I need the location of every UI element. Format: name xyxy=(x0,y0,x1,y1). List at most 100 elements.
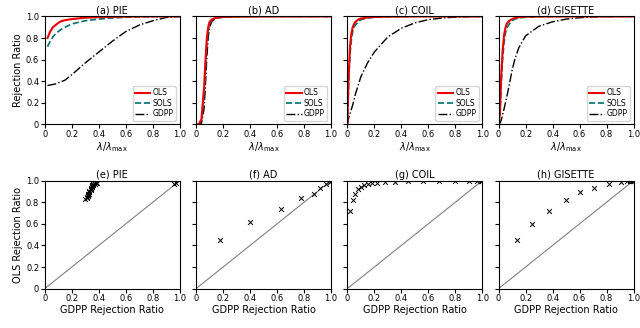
GDPP xyxy=(260,14,268,18)
Title: (d) GISETTE: (d) GISETTE xyxy=(538,6,595,16)
Point xyxy=(171,180,181,185)
GDPP xyxy=(351,92,359,96)
Point xyxy=(362,181,372,187)
GDPP xyxy=(204,36,212,40)
OLS xyxy=(200,85,208,89)
Point xyxy=(589,186,600,191)
OLS xyxy=(57,19,65,23)
GDPP xyxy=(49,82,57,86)
Point xyxy=(356,184,366,190)
SOLS xyxy=(203,41,211,45)
SOLS xyxy=(192,122,200,126)
SOLS xyxy=(506,22,513,26)
Point xyxy=(88,181,99,187)
Point xyxy=(616,179,627,184)
GDPP xyxy=(44,84,51,88)
SOLS xyxy=(233,15,241,19)
GDPP xyxy=(562,17,570,21)
GDPP xyxy=(424,18,432,22)
OLS xyxy=(496,112,504,115)
Point xyxy=(215,237,225,243)
Point xyxy=(575,190,585,195)
GDPP xyxy=(500,107,508,111)
GDPP xyxy=(344,122,351,126)
SOLS xyxy=(209,18,216,22)
OLS xyxy=(499,49,506,53)
Title: (a) PIE: (a) PIE xyxy=(97,6,128,16)
Point xyxy=(170,181,180,187)
GDPP xyxy=(364,61,371,65)
Point xyxy=(83,191,93,196)
SOLS xyxy=(122,15,130,19)
GDPP xyxy=(616,14,624,18)
OLS xyxy=(198,117,205,121)
GDPP xyxy=(384,35,392,39)
OLS xyxy=(384,15,392,19)
Title: (g) COIL: (g) COIL xyxy=(395,170,435,180)
GDPP xyxy=(192,122,200,126)
SOLS xyxy=(348,38,355,42)
Point xyxy=(84,190,95,195)
Title: (c) COIL: (c) COIL xyxy=(396,6,435,16)
OLS xyxy=(136,14,143,18)
GDPP xyxy=(61,78,69,82)
GDPP xyxy=(233,14,241,18)
SOLS xyxy=(176,14,184,18)
Point xyxy=(403,179,413,184)
SOLS xyxy=(496,114,504,118)
OLS xyxy=(212,16,220,20)
SOLS xyxy=(202,66,209,70)
OLS xyxy=(54,21,62,25)
OLS xyxy=(209,17,216,21)
GDPP xyxy=(345,116,353,120)
SOLS xyxy=(500,41,508,45)
SOLS xyxy=(81,19,89,23)
Point xyxy=(367,181,377,186)
SOLS xyxy=(200,92,208,96)
SOLS xyxy=(46,39,54,43)
Title: (b) AD: (b) AD xyxy=(248,6,279,16)
SOLS xyxy=(502,32,509,36)
Line: OLS: OLS xyxy=(196,16,331,124)
Point xyxy=(345,208,355,214)
Point xyxy=(476,178,486,183)
SOLS xyxy=(562,14,570,18)
OLS xyxy=(192,122,200,126)
Legend: OLS, SOLS, GDPP: OLS, SOLS, GDPP xyxy=(133,86,176,121)
Legend: OLS, SOLS, GDPP: OLS, SOLS, GDPP xyxy=(587,86,630,121)
GDPP xyxy=(349,103,356,107)
OLS xyxy=(508,17,516,21)
SOLS xyxy=(212,16,220,20)
OLS xyxy=(345,74,353,78)
Point xyxy=(326,178,336,183)
Title: (e) PIE: (e) PIE xyxy=(97,170,128,180)
Point xyxy=(621,178,632,183)
Point xyxy=(87,183,97,189)
SOLS xyxy=(630,14,637,18)
SOLS xyxy=(198,119,205,123)
OLS xyxy=(371,15,378,19)
Point xyxy=(561,197,571,203)
GDPP xyxy=(195,122,203,126)
Point xyxy=(83,192,93,197)
GDPP xyxy=(438,16,445,20)
OLS xyxy=(68,17,76,21)
SOLS xyxy=(163,14,170,18)
SOLS xyxy=(499,58,506,62)
OLS xyxy=(95,15,102,19)
Title: (f) AD: (f) AD xyxy=(250,170,278,180)
Point xyxy=(83,193,93,198)
Point xyxy=(348,197,358,203)
Point xyxy=(628,178,639,183)
OLS xyxy=(327,14,335,18)
SOLS xyxy=(54,30,62,33)
OLS xyxy=(511,16,518,20)
OLS xyxy=(355,18,362,22)
GDPP xyxy=(503,95,511,99)
Y-axis label: OLS Rejection Ratio: OLS Rejection Ratio xyxy=(13,187,23,283)
OLS xyxy=(479,14,486,18)
Point xyxy=(86,188,96,193)
SOLS xyxy=(357,18,365,22)
Point xyxy=(477,178,488,183)
OLS xyxy=(163,14,170,18)
